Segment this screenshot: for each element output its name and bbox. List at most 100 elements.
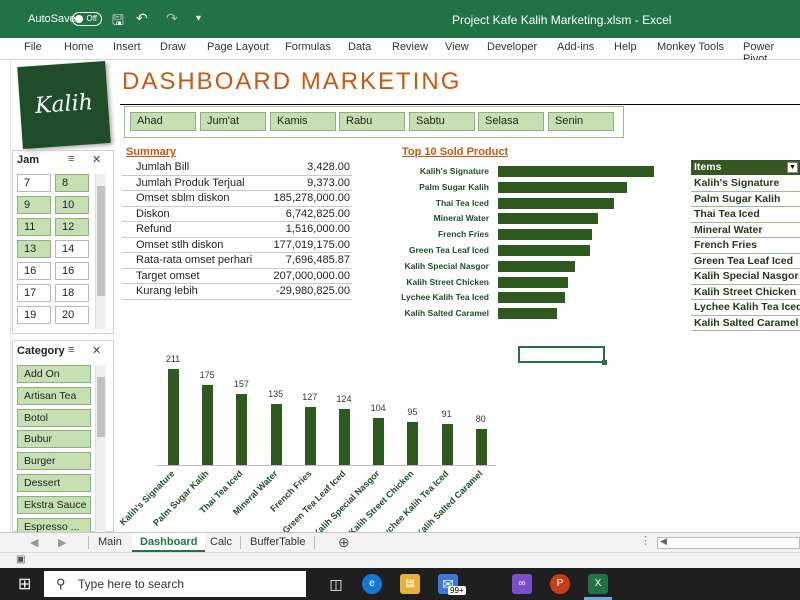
sheet-tab-bar: ◀ ▶ Main Dashboard Calc BufferTable ⊕ ⋮ … <box>0 532 800 552</box>
sheet-tab-calc[interactable]: Calc <box>210 536 233 548</box>
items-table-row[interactable]: Thai Tea Iced <box>691 207 800 223</box>
multi-select-icon[interactable]: ≡ <box>68 153 75 165</box>
category-slicer-item[interactable]: Espresso ... <box>17 517 91 532</box>
items-table-row[interactable]: Kalih Street Chicken <box>691 285 800 300</box>
jam-slicer-item[interactable]: 19 <box>17 306 51 324</box>
items-table-row[interactable]: Lychee Kalih Tea Iced <box>691 300 800 316</box>
jam-slicer-item[interactable]: 8 <box>55 174 89 192</box>
category-slicer-item[interactable]: Burger <box>17 452 91 471</box>
items-table-row[interactable]: Palm Sugar Kalih <box>691 192 800 207</box>
jam-slicer-item[interactable]: 17 <box>17 284 51 302</box>
edge-browser-icon[interactable]: e <box>362 574 382 594</box>
category-slicer-item[interactable]: Bubur <box>17 430 91 449</box>
ribbon-tab-draw[interactable]: Draw <box>160 41 186 53</box>
windows-start-icon[interactable]: ⊞ <box>18 576 32 593</box>
summary-row: Jumlah Bill 3,428.00 <box>122 160 352 176</box>
excel-app-icon[interactable]: X <box>588 574 608 594</box>
jam-scroll-thumb[interactable] <box>97 186 105 296</box>
vbar-bar <box>304 407 316 465</box>
category-slicer-item[interactable]: Artisan Tea <box>17 386 91 405</box>
day-button-kamis[interactable]: Kamis <box>270 112 336 131</box>
ribbon-tab-add-ins[interactable]: Add-ins <box>557 41 595 53</box>
items-table-row[interactable]: Kalih Special Nasgor <box>691 269 800 285</box>
hbar-bar <box>498 166 654 177</box>
day-button-ahad[interactable]: Ahad <box>130 112 196 131</box>
sheet-tab-buffertable[interactable]: BufferTable <box>250 536 306 548</box>
summary-row: Omset stlh diskon 177,019,175.00 <box>122 238 352 253</box>
add-sheet-icon[interactable]: ⊕ <box>338 534 350 550</box>
powerpoint-icon[interactable]: P <box>550 574 570 594</box>
scroll-left-icon[interactable]: ◀ <box>660 536 667 546</box>
day-button-senin[interactable]: Senin <box>548 112 614 131</box>
day-button-rabu[interactable]: Rabu <box>339 112 405 131</box>
jam-slicer-item[interactable]: 16 <box>55 262 89 280</box>
items-table-row[interactable]: French Fries <box>691 238 800 254</box>
day-button-jumat[interactable]: Jum'at <box>200 112 266 131</box>
ribbon-tab-formulas[interactable]: Formulas <box>285 41 331 53</box>
macro-record-icon[interactable]: ▣ <box>16 554 26 565</box>
task-view-icon[interactable]: ◫ <box>329 576 343 592</box>
jam-slicer-item[interactable]: 14 <box>55 240 89 258</box>
jam-slicer-item[interactable]: 13 <box>17 240 51 258</box>
ribbon-tab-data[interactable]: Data <box>348 41 372 53</box>
jam-slicer-item[interactable]: 20 <box>55 306 89 324</box>
jam-slicer-item[interactable]: 16 <box>17 262 51 280</box>
jam-slicer-item[interactable]: 18 <box>55 284 89 302</box>
visual-studio-icon[interactable]: ∞ <box>512 574 532 594</box>
ribbon-tab-review[interactable]: Review <box>392 41 429 53</box>
clear-filter-icon[interactable]: ✕ <box>92 154 102 166</box>
category-scroll-thumb[interactable] <box>97 377 105 437</box>
next-sheet-icon[interactable]: ▶ <box>58 537 67 549</box>
category-scrollbar[interactable] <box>95 365 106 532</box>
filter-dropdown-icon[interactable]: ▼ <box>787 162 798 173</box>
hbar-category-label: Mineral Water <box>433 213 489 224</box>
ribbon-tab-file[interactable]: File <box>24 41 42 53</box>
items-table-row[interactable]: Green Tea Leaf Iced <box>691 254 800 269</box>
category-clear-filter-icon[interactable]: ✕ <box>92 345 102 357</box>
summary-row: Omset sblm diskon 185,278,000.00 <box>122 191 352 207</box>
undo-icon[interactable]: ↶ <box>136 10 148 26</box>
category-slicer-item[interactable]: Add On <box>17 365 91 383</box>
jam-slicer-item[interactable]: 9 <box>17 196 51 214</box>
summary-label: Omset sblm diskon <box>136 192 230 204</box>
jam-slicer-item[interactable]: 12 <box>55 218 89 236</box>
ribbon-tab-page-layout[interactable]: Page Layout <box>207 41 269 53</box>
jam-scrollbar[interactable] <box>95 174 106 329</box>
jam-slicer-item[interactable]: 11 <box>17 218 51 236</box>
category-multi-select-icon[interactable]: ≡ <box>68 344 75 356</box>
vbar-value-label: 211 <box>165 354 181 364</box>
hbar-category-label: French Fries <box>437 229 489 240</box>
sheet-tab-options-icon[interactable]: ⋮ <box>640 535 651 547</box>
window-title: Project Kafe Kalih Marketing.xlsm - Exce… <box>452 13 672 27</box>
category-slicer-item[interactable]: Dessert <box>17 474 91 492</box>
summary-value: -29,980,825.00 <box>275 285 350 297</box>
ribbon-tab-home[interactable]: Home <box>64 41 94 53</box>
ribbon-tab-view[interactable]: View <box>445 41 469 53</box>
jam-slicer-item[interactable]: 7 <box>17 174 51 192</box>
selected-cell[interactable] <box>518 346 607 365</box>
ribbon-tab-developer[interactable]: Developer <box>487 41 538 53</box>
prev-sheet-icon[interactable]: ◀ <box>30 537 39 549</box>
worksheet[interactable]: Kalih DASHBOARD MARKETING Ahad Jum'at Ka… <box>0 60 800 532</box>
summary-row: Kurang lebih -29,980,825.00 <box>122 284 352 300</box>
items-table-row[interactable]: Kalih Salted Caramel <box>691 316 800 331</box>
day-button-sabtu[interactable]: Sabtu <box>409 112 475 131</box>
ribbon-tab-insert[interactable]: Insert <box>113 41 141 53</box>
day-button-selasa[interactable]: Selasa <box>478 112 544 131</box>
horizontal-scrollbar[interactable]: ◀ <box>657 536 800 549</box>
autosave-toggle[interactable]: Off <box>72 12 102 26</box>
items-table-row[interactable]: Kalih's Signature <box>691 176 800 192</box>
category-slicer-item[interactable]: Botol <box>17 408 91 427</box>
customize-toolbar-icon[interactable]: ▾ <box>196 13 202 24</box>
save-icon[interactable]: 🖫 <box>112 12 124 28</box>
sheet-tab-main[interactable]: Main <box>98 536 122 548</box>
file-explorer-icon[interactable]: ▤ <box>400 574 420 594</box>
redo-icon[interactable]: ↷ <box>166 10 178 26</box>
ribbon-tab-monkey-tools[interactable]: Monkey Tools <box>657 41 725 53</box>
sheet-tab-dashboard[interactable]: Dashboard <box>132 533 206 552</box>
ribbon-tab-help[interactable]: Help <box>614 41 637 53</box>
taskbar-search-input[interactable]: Type here to search <box>44 571 306 597</box>
category-slicer-item[interactable]: Ekstra Sauce <box>17 495 91 514</box>
jam-slicer-item[interactable]: 10 <box>55 196 89 214</box>
items-table-row[interactable]: Mineral Water <box>691 223 800 238</box>
